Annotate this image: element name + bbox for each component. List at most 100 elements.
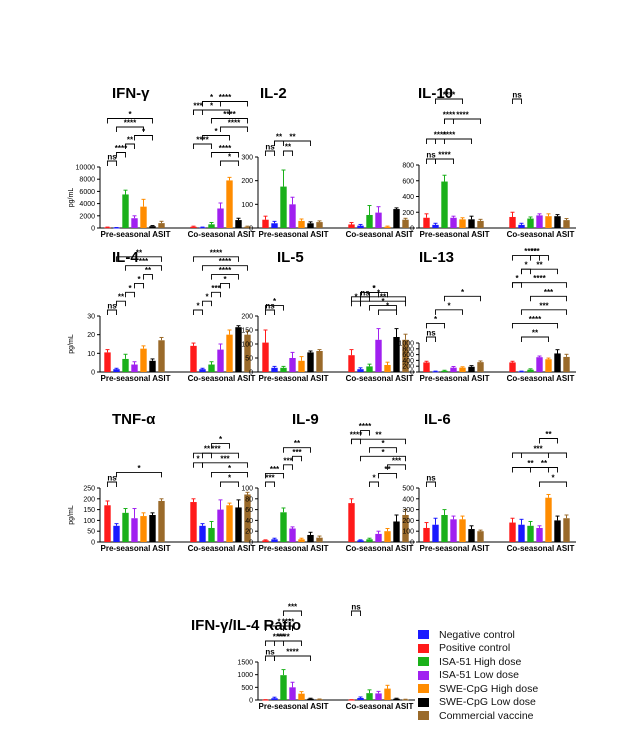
y-tick-label: 2000 bbox=[79, 213, 95, 220]
bar bbox=[468, 219, 475, 228]
bar bbox=[393, 337, 400, 372]
significance-bracket bbox=[125, 265, 162, 271]
significance-bracket bbox=[202, 452, 212, 459]
bar bbox=[262, 219, 269, 228]
category-label: Pre-seasonal ASIT bbox=[101, 374, 171, 383]
bar bbox=[441, 515, 448, 542]
bar bbox=[298, 693, 305, 700]
bar bbox=[104, 352, 111, 372]
bar bbox=[298, 220, 305, 228]
panel-title: IL-9 bbox=[292, 411, 319, 428]
significance-bracket bbox=[211, 274, 239, 280]
bar bbox=[450, 367, 457, 372]
bar bbox=[384, 531, 391, 542]
significance-bracket bbox=[202, 300, 212, 307]
significance-bracket bbox=[274, 655, 311, 661]
y-tick-label: 0 bbox=[249, 540, 253, 547]
significance-bracket bbox=[202, 462, 248, 468]
panel-title: TNF-α bbox=[112, 411, 156, 428]
significance-bracket bbox=[444, 118, 481, 124]
bar bbox=[477, 220, 484, 228]
bar bbox=[536, 527, 543, 542]
legend-label: Negative control bbox=[439, 628, 515, 641]
y-tick-label: 300 bbox=[402, 507, 414, 514]
significance-label: **** bbox=[115, 144, 128, 153]
y-tick-label: 60 bbox=[245, 507, 253, 514]
significance-bracket bbox=[387, 464, 406, 470]
significance-bracket bbox=[512, 322, 558, 329]
y-tick-label: 600 bbox=[402, 178, 414, 185]
significance-bracket bbox=[512, 255, 549, 261]
bar bbox=[122, 194, 129, 228]
bar bbox=[509, 216, 516, 228]
significance-label: **** bbox=[529, 315, 542, 324]
significance-bracket bbox=[125, 143, 135, 149]
significance-label: *** bbox=[530, 247, 540, 256]
significance-label: **** bbox=[286, 648, 299, 657]
bar bbox=[271, 698, 278, 700]
bar bbox=[158, 223, 165, 228]
significance-bracket bbox=[274, 140, 311, 146]
significance-bracket bbox=[202, 265, 248, 271]
panel-title: IL-4 bbox=[112, 249, 139, 266]
legend-label: SWE-CpG Low dose bbox=[439, 696, 536, 709]
legend-swatch bbox=[418, 643, 429, 653]
bar bbox=[140, 516, 147, 542]
bar bbox=[366, 693, 373, 700]
significance-bracket bbox=[435, 309, 463, 315]
significance-label: *** bbox=[283, 456, 293, 465]
y-tick-label: 0 bbox=[249, 698, 253, 705]
significance-bracket bbox=[143, 274, 153, 280]
significance-label: ** bbox=[136, 248, 143, 257]
significance-label: **** bbox=[443, 131, 456, 140]
bar bbox=[509, 522, 516, 542]
significance-bracket bbox=[435, 158, 454, 164]
significance-label: **** bbox=[228, 119, 241, 128]
bar bbox=[122, 512, 129, 542]
bar bbox=[545, 497, 552, 542]
significance-bracket bbox=[265, 309, 275, 315]
legend-swatch bbox=[418, 697, 429, 707]
significance-bracket bbox=[351, 438, 361, 445]
significance-bracket bbox=[265, 655, 275, 661]
y-tick-label: 500 bbox=[402, 486, 414, 493]
bar bbox=[423, 362, 430, 372]
significance-bracket bbox=[283, 150, 293, 156]
bar bbox=[298, 360, 305, 372]
bar bbox=[518, 224, 525, 228]
significance-label: **** bbox=[124, 119, 137, 128]
significance-label: ns bbox=[107, 153, 117, 162]
category-label: Pre-seasonal ASIT bbox=[259, 230, 329, 239]
significance-bracket bbox=[274, 640, 284, 646]
bar bbox=[348, 503, 355, 542]
bar bbox=[190, 226, 197, 228]
significance-label: * bbox=[434, 315, 438, 324]
bar bbox=[307, 352, 314, 372]
category-label: Co-seasonal ASIT bbox=[507, 374, 575, 383]
significance-bracket bbox=[265, 640, 302, 646]
y-tick-label: 150 bbox=[83, 507, 95, 514]
significance-label: * bbox=[447, 301, 451, 310]
bar bbox=[307, 223, 314, 228]
y-tick-label: 200 bbox=[402, 518, 414, 525]
significance-bracket bbox=[369, 447, 397, 453]
bar bbox=[393, 521, 400, 542]
significance-bracket bbox=[107, 309, 117, 315]
bar bbox=[208, 224, 215, 228]
bar bbox=[384, 226, 391, 228]
significance-label: **** bbox=[219, 93, 232, 102]
significance-label: *** bbox=[193, 102, 203, 111]
significance-bracket bbox=[521, 452, 549, 458]
bar bbox=[262, 540, 269, 542]
bar bbox=[563, 518, 570, 542]
bar bbox=[244, 226, 251, 228]
significance-label: ns bbox=[426, 329, 436, 338]
significance-label: *** bbox=[211, 445, 221, 454]
bar bbox=[262, 699, 269, 701]
y-tick-label: 10 bbox=[87, 351, 95, 358]
y-tick-label: 600 bbox=[402, 352, 414, 359]
significance-label: ** bbox=[276, 133, 283, 142]
y-tick-label: 8000 bbox=[79, 177, 95, 184]
significance-label: **** bbox=[533, 274, 546, 283]
